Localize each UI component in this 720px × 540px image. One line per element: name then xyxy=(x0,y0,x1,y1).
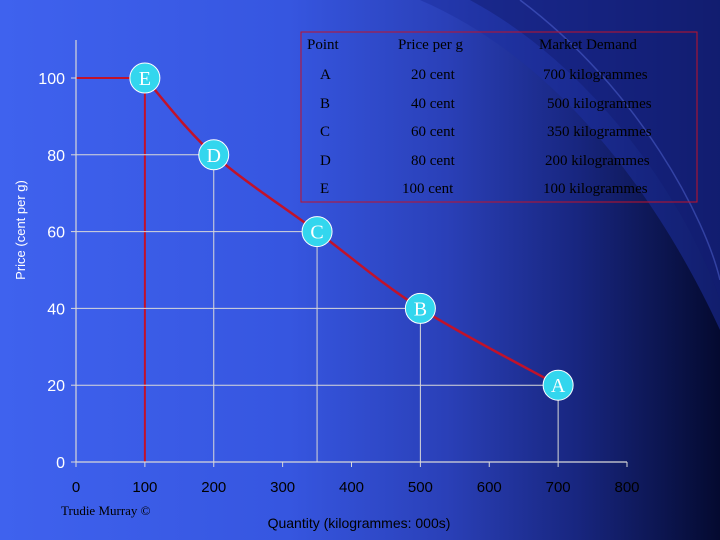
table-cell: 100 kilogrammes xyxy=(543,181,648,197)
point-marker-d xyxy=(198,139,230,171)
x-tick-label: 600 xyxy=(477,479,502,496)
x-tick-label: 300 xyxy=(270,479,295,496)
table-cell: 500 kilogrammes xyxy=(547,96,652,112)
y-axis-title: Price (cent per g) xyxy=(13,180,28,280)
x-tick-label: 400 xyxy=(339,479,364,496)
y-tick-label: 40 xyxy=(47,301,65,318)
table-cell: 700 kilogrammes xyxy=(543,67,648,83)
table-header-point: Point xyxy=(307,37,340,53)
point-marker-a xyxy=(542,369,574,401)
x-axis-title: Quantity (kilogrammes: 000s) xyxy=(268,515,451,531)
y-tick-label: 60 xyxy=(47,225,65,242)
point-label-d: D xyxy=(207,145,221,167)
table-cell: 350 kilogrammes xyxy=(547,124,652,140)
table-header-price: Price per g xyxy=(398,37,463,53)
y-tick-label: 100 xyxy=(38,71,65,88)
point-label-e: E xyxy=(139,68,151,90)
x-tick-label: 200 xyxy=(201,479,226,496)
table-cell: B xyxy=(320,96,330,112)
table-header-demand: Market Demand xyxy=(539,37,637,53)
y-tick-label: 20 xyxy=(47,378,65,395)
point-marker-e xyxy=(129,62,161,94)
x-tick-label: 800 xyxy=(614,479,639,496)
table-cell: 80 cent xyxy=(411,153,456,169)
table-cell: 200 kilogrammes xyxy=(545,153,650,169)
point-label-b: B xyxy=(414,298,427,320)
table-cell: D xyxy=(320,153,331,169)
y-tick-label: 0 xyxy=(56,455,65,472)
table-cell: 20 cent xyxy=(411,67,456,83)
table-cell: 100 cent xyxy=(402,181,454,197)
x-tick-label: 100 xyxy=(132,479,157,496)
table-border xyxy=(300,31,698,203)
table-cell: E xyxy=(320,181,329,197)
point-label-a: A xyxy=(551,375,566,397)
y-tick-label: 80 xyxy=(47,148,65,165)
x-tick-label: 500 xyxy=(408,479,433,496)
table-cell: 40 cent xyxy=(411,96,456,112)
table-cell: C xyxy=(320,124,330,140)
x-tick-label: 0 xyxy=(72,479,80,496)
table-cell: 60 cent xyxy=(411,124,456,140)
point-marker-c xyxy=(301,216,333,248)
x-tick-label: 700 xyxy=(546,479,571,496)
footer-credit: Trudie Murray © xyxy=(61,503,151,518)
point-label-c: C xyxy=(310,222,323,244)
point-marker-b xyxy=(404,292,436,324)
table-cell: A xyxy=(320,67,331,83)
